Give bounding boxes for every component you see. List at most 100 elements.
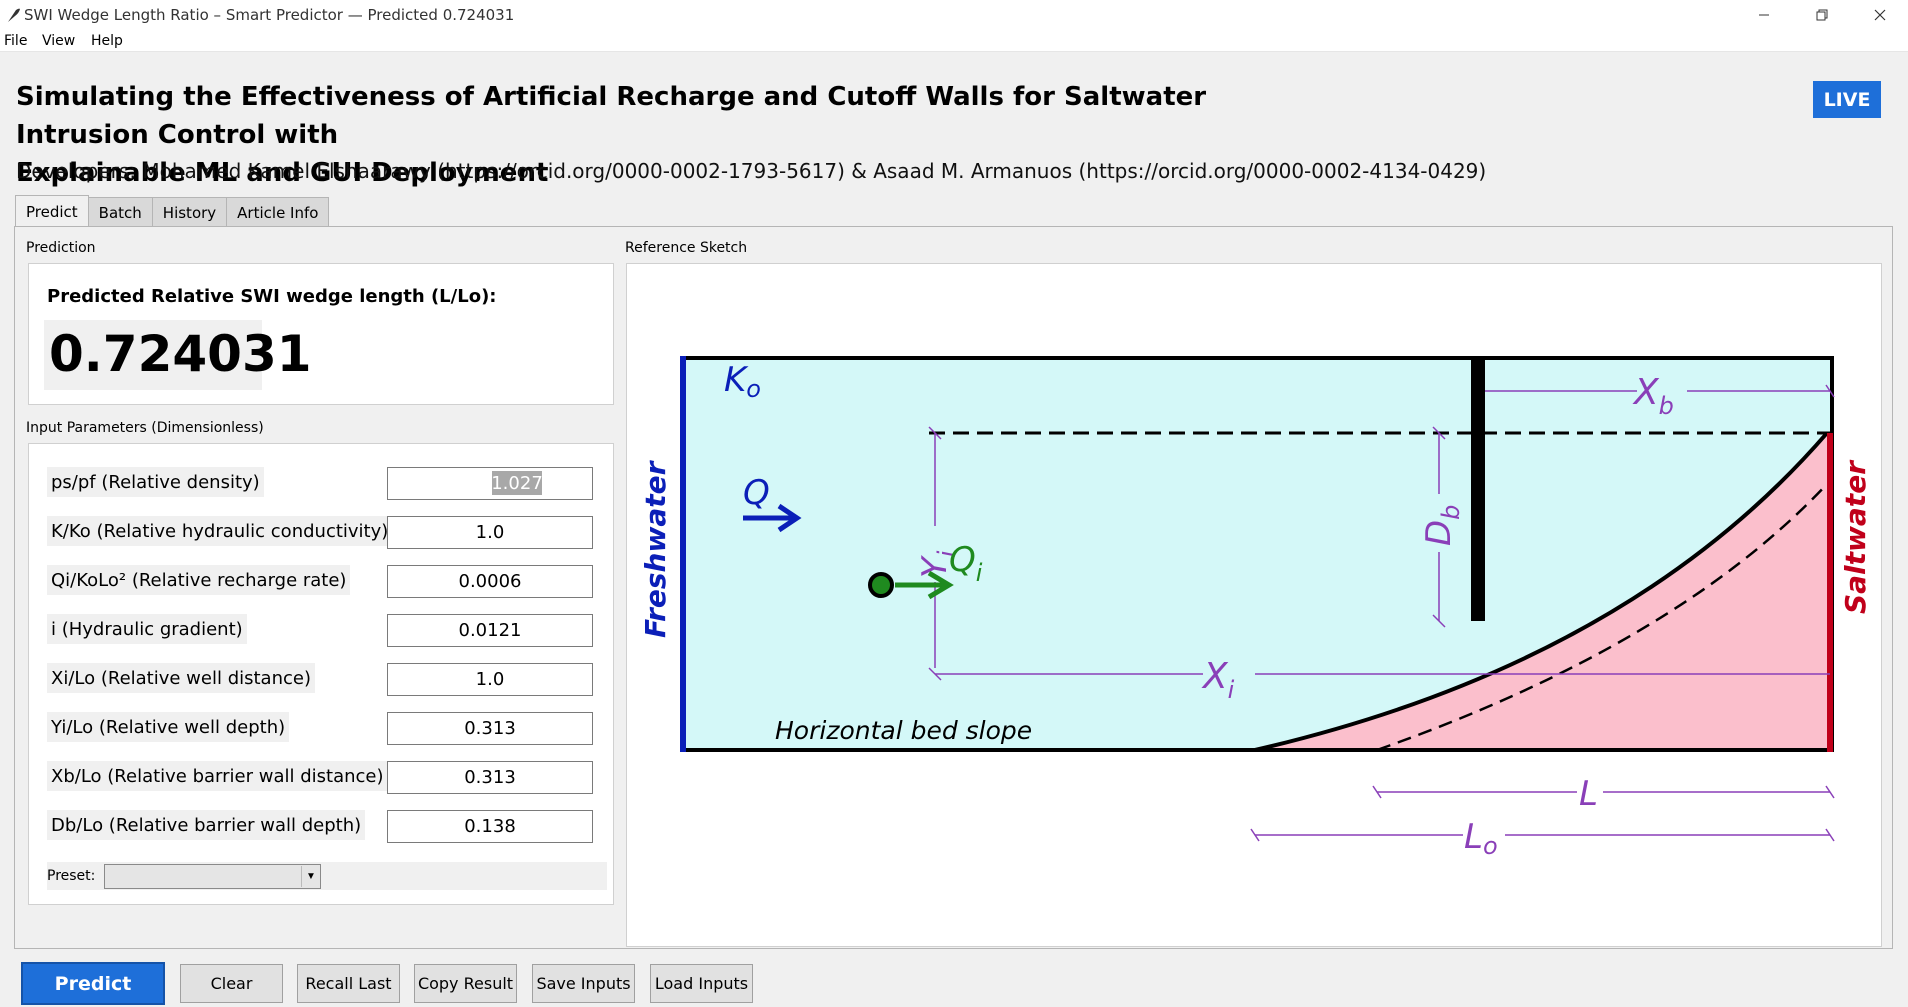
menu-bar: File View Help [0,30,1908,52]
wedge-interface-line [1254,431,1829,752]
save-inputs-button[interactable]: Save Inputs [532,964,635,1003]
aquifer-sketch: Xb Db Yi Xi Ko Q Qi Freshwater Saltwater [639,356,1872,860]
copy-result-button[interactable]: Copy Result [414,964,517,1003]
db-dimension-tick-bottom [1432,614,1446,628]
close-icon [1874,9,1886,21]
recharge-well-icon [868,572,894,598]
feather-icon [8,8,20,22]
lo-dimension-tick-left [1250,828,1260,842]
l-dimension-tick-right [1825,785,1835,799]
saltwater-wedge [1255,433,1832,750]
reference-sketch-panel: Xb Db Yi Xi Ko Q Qi Freshwater Saltwater [626,263,1882,947]
yi-symbol: Y [915,555,955,578]
tab-history[interactable]: History [151,197,228,227]
lo-label-background [1463,818,1505,854]
conductivity-input[interactable] [387,516,593,549]
wall-depth-input[interactable] [387,810,593,843]
load-inputs-button[interactable]: Load Inputs [650,964,753,1003]
q-label: Q [743,473,770,513]
density-input[interactable] [387,467,593,500]
param-row-wall-depth: Db/Lo (Relative barrier wall depth) [29,807,615,843]
prediction-group-label: Prediction [26,240,96,256]
param-label-well-distance: Xi/Lo (Relative well distance) [47,663,315,693]
param-label-conductivity: K/Ko (Relative hydraulic conductivity) [47,516,393,546]
lo-symbol: L [1464,817,1483,857]
ko-label: Ko [724,360,761,403]
param-label-gradient: i (Hydraulic gradient) [47,614,247,644]
bed-slope-label: Horizontal bed slope [775,716,1032,745]
gradient-input[interactable] [387,614,593,647]
lo-subscript: o [1483,832,1498,860]
param-row-well-depth: Yi/Lo (Relative well depth) [29,709,615,745]
close-button[interactable] [1851,0,1908,30]
minimize-button[interactable] [1735,0,1793,30]
preset-label: Preset: [47,868,96,884]
xi-subscript: i [1228,676,1235,704]
live-badge: LIVE [1813,81,1881,118]
l-dimension-tick-left [1372,785,1382,799]
well-depth-input[interactable] [387,712,593,745]
db-subscript: b [1437,505,1465,520]
param-row-gradient: i (Hydraulic gradient) [29,611,615,647]
prediction-panel: Predicted Relative SWI wedge length (L/L… [28,263,614,405]
prediction-label: Predicted Relative SWI wedge length (L/L… [47,286,497,307]
param-row-conductivity: K/Ko (Relative hydraulic conductivity) [29,513,615,549]
tab-predict[interactable]: Predict [15,195,89,227]
recall-last-button[interactable]: Recall Last [297,964,400,1003]
qi-subscript: i [976,559,983,587]
minimize-icon [1759,14,1769,16]
inputs-group-label: Input Parameters (Dimensionless) [26,420,264,436]
param-row-recharge: Qi/KoLo² (Relative recharge rate) [29,562,615,598]
well-distance-input[interactable] [387,663,593,696]
xb-subscript: b [1659,392,1674,420]
saltwater-label: Saltwater [1839,459,1872,614]
menu-file[interactable]: File [4,33,28,49]
freshwater-label: Freshwater [639,459,672,638]
param-label-wall-distance: Xb/Lo (Relative barrier wall distance) [47,761,388,791]
tab-article-info[interactable]: Article Info [226,197,330,227]
l-label: L [1579,774,1598,814]
title-bar: SWI Wedge Length Ratio – Smart Predictor… [0,0,1908,30]
lo-label: Lo [1464,817,1498,860]
page-title-line-2: Explainable ML and GUI Deployment [16,158,549,188]
recharge-input[interactable] [387,565,593,598]
restore-icon [1816,9,1828,21]
window-title: SWI Wedge Length Ratio – Smart Predictor… [24,6,515,24]
param-row-wall-distance: Xb/Lo (Relative barrier wall distance) [29,758,615,794]
page-title-line-1: Simulating the Effectiveness of Artifici… [16,82,1207,150]
page-title: Simulating the Effectiveness of Artifici… [16,78,1346,192]
wall-distance-input[interactable] [387,761,593,794]
param-label-density: ps/pf (Relative density) [47,467,264,497]
xb-dimension-tick [1825,384,1835,398]
developers-credit: Developers: Mohamed Kamel Elshaarawy (ht… [16,159,1487,183]
lo-dimension-tick-right [1825,828,1835,842]
tab-batch[interactable]: Batch [87,197,153,227]
qi-label: Qi [949,540,983,587]
xb-label: Xb [1632,372,1674,420]
yi-label: Yi [915,550,961,578]
yi-label-background [919,526,953,582]
ko-subscript: o [746,375,761,403]
xi-symbol: X [1201,656,1229,697]
menu-view[interactable]: View [42,33,76,49]
prediction-value-background [44,320,262,390]
qi-arrowhead-icon [927,570,954,600]
xb-label-background [1637,372,1687,408]
clear-button[interactable]: Clear [180,964,283,1003]
l-label-background [1577,776,1603,808]
yi-dimension-tick-top [928,426,942,440]
menu-help[interactable]: Help [91,33,123,49]
xi-label: Xi [1201,656,1235,704]
yi-subscript: i [933,550,961,557]
param-row-density: ps/pf (Relative density) 1.027 [29,464,615,500]
predict-button[interactable]: Predict [21,962,165,1005]
prediction-value: 0.724031 [49,325,312,383]
param-row-well-distance: Xi/Lo (Relative well distance) [29,660,615,696]
preset-dropdown[interactable]: ▼ [104,864,321,889]
dropdown-arrow-icon[interactable]: ▼ [301,866,320,887]
db-label: Db [1419,505,1465,546]
maximize-button[interactable] [1793,0,1851,30]
xi-dimension-tick [928,667,942,681]
sketch-group-label: Reference Sketch [625,240,748,256]
xi-label-background [1203,656,1255,696]
